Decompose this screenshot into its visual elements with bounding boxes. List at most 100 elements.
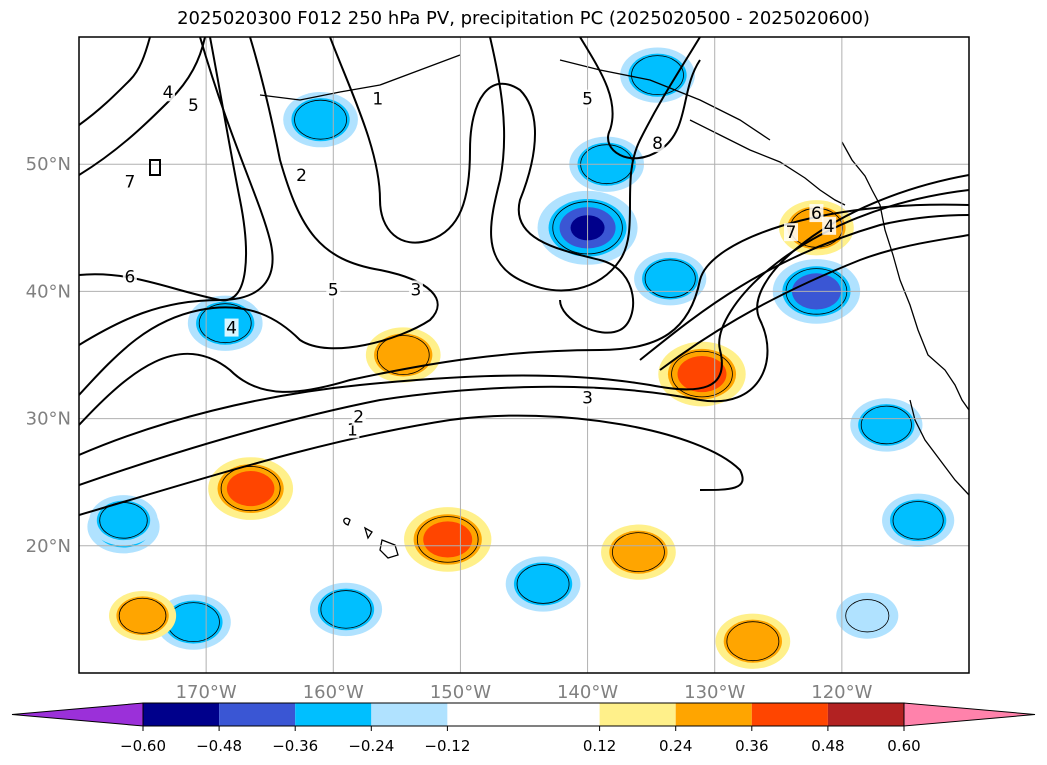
contour-label-bg: [161, 83, 175, 102]
precip-outline: [860, 405, 912, 445]
precip-outline: [416, 516, 479, 563]
chart-title: 2025020300 F012 250 hPa PV, precipitatio…: [177, 8, 870, 29]
contour-label-bg: [580, 388, 595, 407]
colorbar-tick-label: −0.36: [272, 737, 318, 755]
precip-outline: [612, 532, 665, 573]
precip-anomaly-9: [156, 594, 231, 650]
colorbar-segment: [827, 703, 904, 726]
y-axis: 20°N 30°N 40°N 50°N: [26, 154, 71, 557]
precip-anomaly-11: [505, 556, 581, 612]
precip-shade: [291, 98, 350, 142]
contour-label-bg: [122, 172, 137, 191]
colorbar-tick-label: 0.36: [735, 737, 768, 755]
contour-label: 7: [786, 223, 797, 243]
precip-shade: [609, 530, 668, 574]
precip-shade: [164, 600, 223, 644]
colorbar-tick-label: −0.12: [424, 737, 470, 755]
precip-anomaly-17: [404, 507, 492, 572]
precip-outline: [320, 590, 372, 629]
contour-label: 3: [411, 280, 422, 300]
y-tick-label: 40°N: [26, 281, 71, 302]
precip-anomaly-21: [715, 613, 791, 669]
precip-shade: [642, 257, 699, 300]
colorbar-segment: [599, 703, 676, 726]
coastline-layer: [259, 54, 969, 559]
contour-label: 2: [296, 166, 307, 186]
contour-label-bg: [580, 89, 595, 108]
precip-outline: [516, 564, 570, 604]
y-tick-label: 50°N: [26, 154, 71, 175]
contour-label: 5: [328, 280, 339, 300]
precip-shade: [317, 588, 375, 631]
precip-anomaly-20: [601, 524, 676, 580]
x-tick-label: 150°W: [430, 682, 491, 703]
contour-label-bg: [822, 216, 837, 235]
precip-shade: [226, 470, 275, 507]
contour-label-bg: [186, 95, 201, 114]
colorbar-segment: [675, 703, 752, 726]
contour-label-bg: [650, 134, 665, 153]
colorbar: −0.60 −0.48 −0.36 −0.24 −0.12 0.12 0.24 0.36 0.4…: [11, 702, 1036, 755]
graticule: [79, 37, 969, 673]
colorbar-frame: [142, 702, 905, 727]
contour-label-bg: [408, 280, 423, 299]
contour-label-bg: [326, 280, 341, 299]
precip-anomaly-14: [882, 493, 955, 548]
precip-anomaly-6: [634, 251, 707, 306]
contour-label-bg: [224, 318, 239, 337]
precip-anomaly-10: [309, 582, 383, 637]
x-tick-label: 170°W: [176, 682, 237, 703]
colorbar-extend-max: [903, 702, 1036, 727]
y-tick-label: 20°N: [26, 536, 71, 557]
colorbar-tick-label: −0.60: [120, 737, 166, 755]
precip-outline: [631, 55, 684, 96]
colorbar-tick-label: 0.60: [887, 737, 920, 755]
contour-label: 1: [347, 420, 358, 440]
precip-anomaly-3: [283, 92, 358, 148]
contour-label: 8: [652, 134, 663, 154]
contour-label: 4: [163, 83, 174, 103]
contour-label-bg: [294, 165, 309, 184]
precip-outline: [892, 501, 944, 540]
precip-shade: [96, 500, 151, 541]
x-tick-label: 130°W: [684, 682, 745, 703]
precip-shade: [858, 404, 915, 446]
x-axis: 170°W 160°W 150°W 140°W 130°W 120°W: [176, 682, 873, 703]
colorbar-tick-label: 0.12: [583, 737, 616, 755]
pv-contours: [79, 37, 969, 516]
colorbar-segment: [219, 703, 296, 726]
precip-shade: [423, 521, 473, 558]
colorbar-tick-label: 0.48: [811, 737, 844, 755]
contour-label: 5: [188, 96, 199, 116]
precip-shade: [628, 53, 687, 97]
contour-label-bg: [370, 89, 385, 108]
colorbar-segment: [143, 703, 220, 726]
colorbar-tick-label: −0.48: [196, 737, 242, 755]
precip-anomaly-18: [208, 457, 294, 520]
contour-label: 6: [811, 204, 822, 224]
precip-outline: [726, 621, 780, 662]
precip-outline: [220, 466, 281, 512]
contour-label-bg: [351, 407, 366, 426]
precip-outline: [644, 259, 696, 298]
precip-outline: [376, 335, 430, 375]
x-tick-label: 120°W: [811, 682, 872, 703]
precip-anomaly-2: [620, 47, 695, 103]
contour-label: 3: [582, 389, 593, 409]
precip-outline: [198, 303, 252, 344]
contour-label: 6: [124, 268, 135, 288]
colorbar-segment: [295, 703, 372, 726]
contour-label-bg: [809, 204, 824, 223]
precip-shade: [116, 596, 169, 636]
contour-label-bg: [784, 223, 798, 242]
precip-anomaly-15: [658, 341, 746, 407]
precip-anomaly-22: [108, 590, 177, 641]
precip-shade: [723, 619, 783, 663]
precip-outline: [845, 599, 890, 633]
precip-outline: [118, 597, 167, 634]
contour-label: 1: [372, 90, 383, 110]
precip-shade: [889, 499, 947, 542]
contour-label: 7: [124, 172, 135, 192]
